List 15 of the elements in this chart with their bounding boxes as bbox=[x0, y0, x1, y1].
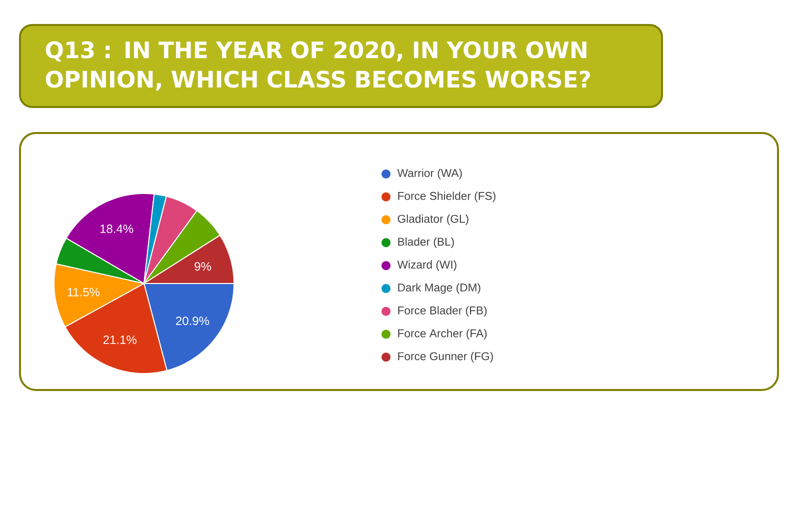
chart-title: Q13 : IN THE YEAR OF 2020, IN YOUR OWN OPINION, WHICH CLASS BECOMES WORSE? bbox=[46, 41, 590, 91]
legend-label: Force Gunner (FG) bbox=[398, 352, 493, 362]
data-label: 20.9% bbox=[176, 316, 210, 326]
legend-label: Wizard (WI) bbox=[397, 260, 456, 271]
legend-label: Dark Mage (DM) bbox=[398, 283, 480, 294]
legend-label: Warrior (WA) bbox=[397, 168, 462, 180]
legend-label: Force Blader (FB) bbox=[398, 306, 487, 317]
data-label: 11.5% bbox=[68, 288, 100, 296]
data-label: 9% bbox=[194, 262, 212, 271]
legend-label: Gladiator (GL) bbox=[398, 214, 468, 226]
data-label: 18.4% bbox=[100, 224, 134, 234]
legend-label: Blader (BL) bbox=[398, 237, 454, 248]
data-label: 21.1% bbox=[103, 336, 136, 344]
legend-label: Force Shielder (FS) bbox=[398, 192, 496, 202]
legend-label: Force Archer (FA) bbox=[398, 329, 487, 340]
